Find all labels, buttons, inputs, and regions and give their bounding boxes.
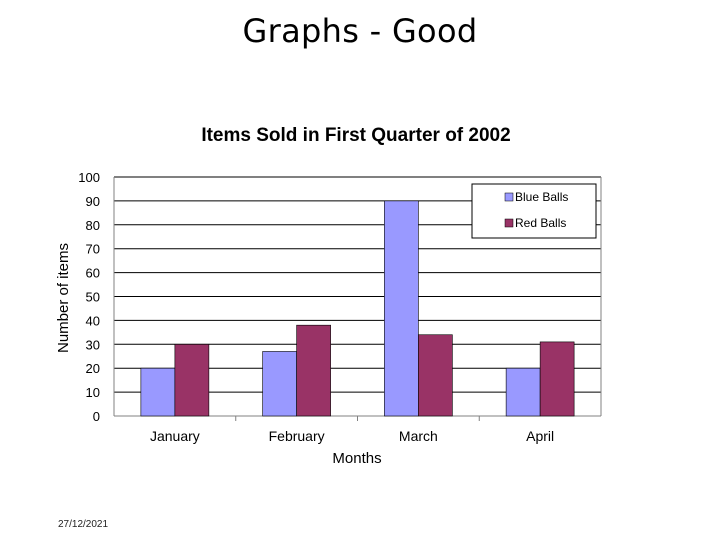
y-tick-label: 70 bbox=[86, 242, 100, 257]
legend-swatch-blue-balls bbox=[504, 192, 514, 202]
bar-blue-balls-january bbox=[140, 367, 176, 417]
y-tick-label: 60 bbox=[86, 266, 100, 281]
y-tick-label: 20 bbox=[86, 361, 100, 376]
chart-title: Items Sold in First Quarter of 2002 bbox=[201, 125, 510, 146]
x-tick-label: January bbox=[150, 428, 200, 444]
x-tick-label: March bbox=[399, 428, 438, 444]
legend-box bbox=[471, 183, 597, 239]
y-tick-label: 50 bbox=[86, 290, 100, 305]
bar-red-balls-january bbox=[174, 343, 210, 417]
bar-blue-balls-april bbox=[505, 367, 541, 417]
bar-blue-balls-march bbox=[384, 200, 419, 417]
legend-label: Blue Balls bbox=[515, 190, 568, 204]
y-tick-label: 80 bbox=[86, 218, 100, 233]
bar-red-balls-april bbox=[539, 341, 575, 417]
y-tick-label: 100 bbox=[78, 170, 100, 185]
y-tick-label: 30 bbox=[86, 337, 100, 352]
y-tick-label: 10 bbox=[86, 385, 100, 400]
x-tick-label: April bbox=[526, 428, 554, 444]
bar-blue-balls-february bbox=[262, 351, 297, 417]
x-axis-label: Months bbox=[332, 450, 381, 467]
bar-red-balls-march bbox=[418, 334, 453, 417]
y-axis-label: Number of items bbox=[55, 243, 72, 353]
bar-red-balls-february bbox=[296, 324, 331, 417]
y-tick-label: 90 bbox=[86, 194, 100, 209]
y-tick-label: 40 bbox=[86, 313, 100, 328]
legend-label: Red Balls bbox=[515, 216, 566, 230]
footer-date: 27/12/2021 bbox=[58, 519, 109, 530]
slide-title: Graphs - Good bbox=[242, 12, 478, 50]
y-tick-label: 0 bbox=[93, 409, 100, 424]
x-tick-label: February bbox=[269, 428, 325, 444]
legend-swatch-red-balls bbox=[504, 218, 514, 228]
